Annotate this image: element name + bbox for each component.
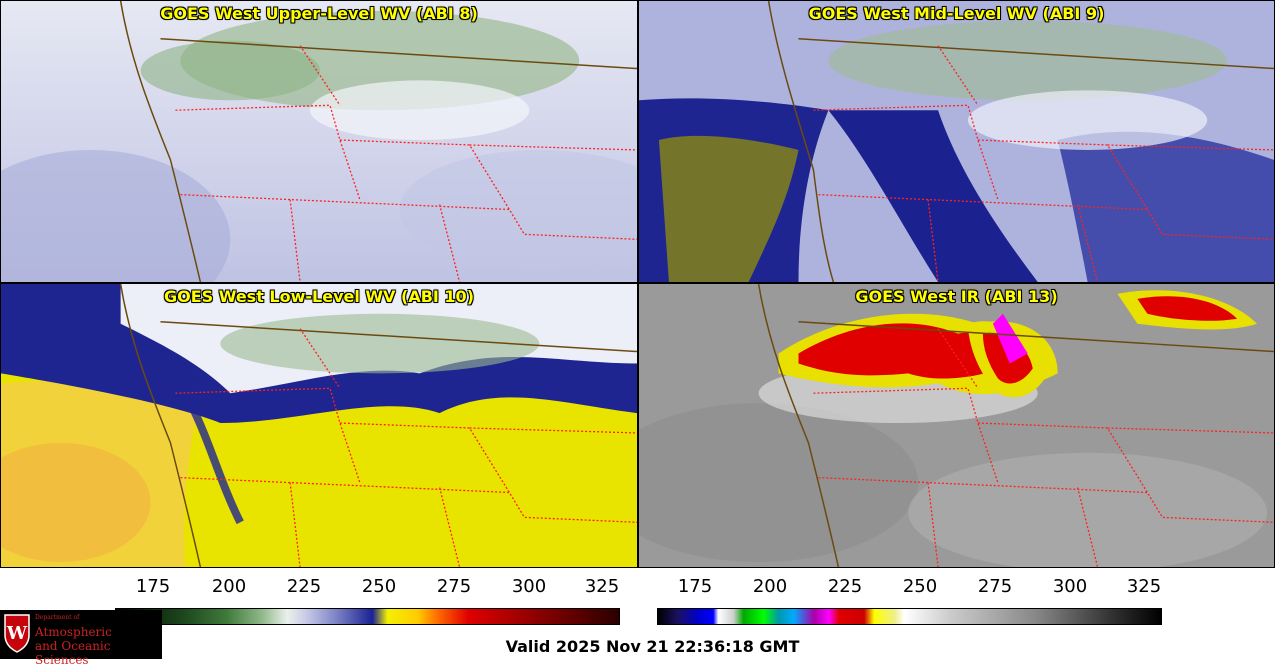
tick-label: 250 (902, 576, 938, 597)
tick-label: 225 (827, 576, 863, 597)
tick-label: 300 (1052, 576, 1088, 597)
logo-line1: Department of (35, 614, 80, 621)
uw-crest-icon: W (4, 614, 30, 653)
tick-label: 175 (677, 576, 713, 597)
tick-label: 200 (211, 576, 247, 597)
panel-ir: GOES West IR (ABI 13) (638, 283, 1275, 568)
tick-label: 325 (584, 576, 620, 597)
panel-title: GOES West Low-Level WV (ABI 10) (163, 287, 474, 306)
low-level-wv-image (1, 284, 637, 567)
tick-label: 175 (135, 576, 171, 597)
upper-level-wv-image (1, 1, 637, 282)
tick-label: 275 (436, 576, 472, 597)
panel-mid-level-wv: GOES West Mid-Level WV (ABI 9) (638, 0, 1275, 283)
colorbar-wv-ticks: 175 200 225 250 275 300 325 (0, 576, 640, 600)
ir-image (639, 284, 1274, 567)
svg-text:W: W (6, 623, 28, 644)
panel-title: GOES West Mid-Level WV (ABI 9) (808, 4, 1105, 23)
tick-label: 250 (361, 576, 397, 597)
tick-label: 200 (752, 576, 788, 597)
tick-label: 300 (511, 576, 547, 597)
colorbar-wv (115, 608, 620, 625)
colorbar-ir (657, 608, 1162, 625)
panel-low-level-wv: GOES West Low-Level WV (ABI 10) (0, 283, 638, 568)
tick-label: 275 (977, 576, 1013, 597)
panel-upper-level-wv: GOES West Upper-Level WV (ABI 8) (0, 0, 638, 283)
colorbar-ir-ticks: 175 200 225 250 275 300 325 (0, 576, 1275, 600)
panel-title: GOES West IR (ABI 13) (855, 287, 1058, 306)
logo-line2: Atmospheric (35, 625, 112, 639)
mid-level-wv-image (639, 1, 1274, 282)
tick-label: 225 (286, 576, 322, 597)
tick-label: 325 (1126, 576, 1162, 597)
panel-title: GOES West Upper-Level WV (ABI 8) (160, 4, 478, 23)
valid-time: Valid 2025 Nov 21 22:36:18 GMT (505, 637, 800, 656)
